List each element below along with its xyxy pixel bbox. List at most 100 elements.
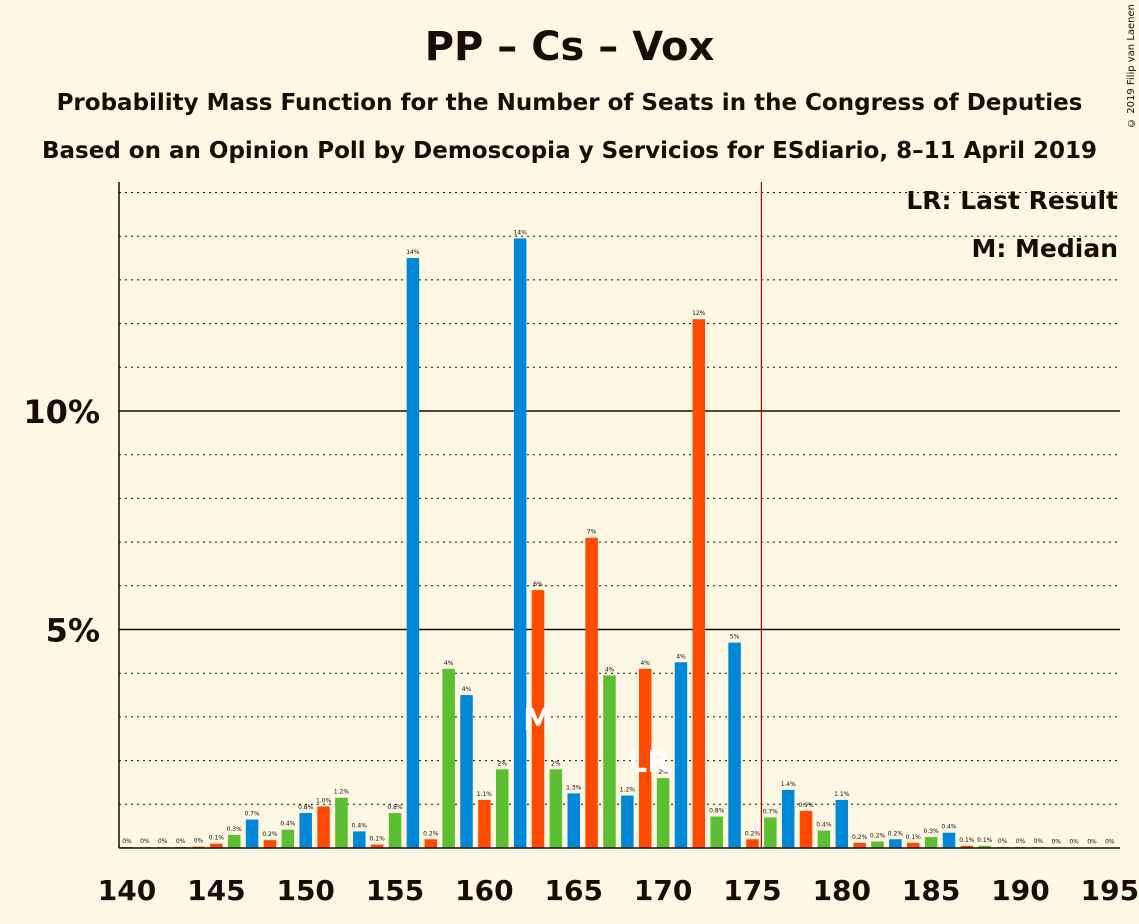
bar-label-160: 1.1% (477, 791, 493, 798)
bar-label-175: 0.2% (745, 830, 761, 837)
x-tick-label-145: 145 (187, 874, 245, 907)
bar-label-161: 2% (498, 760, 508, 767)
bar-label-159: 4% (462, 686, 472, 693)
bar-173 (710, 816, 723, 848)
bar-label-191: 0% (1034, 838, 1044, 845)
bar-label-190: 0% (1016, 838, 1026, 845)
bar-168 (621, 795, 634, 848)
bar-156 (406, 258, 420, 848)
bar-151 (317, 806, 330, 848)
bar-178 (799, 810, 813, 848)
bar-label-145: 0.1% (209, 835, 225, 842)
bar-label-154: 0.1% (370, 836, 386, 843)
bar-label-142: 0% (158, 838, 168, 845)
bar-label-194: 0% (1087, 839, 1097, 846)
bar-label-149: 0.4% (280, 821, 296, 828)
bar-label-140: 0% (122, 838, 132, 845)
bar-153 (353, 831, 366, 848)
bar-157 (424, 839, 438, 848)
bar-179 (817, 830, 831, 848)
bar-label-170: 2% (658, 769, 668, 776)
bar-186 (942, 832, 956, 848)
bar-167 (603, 675, 616, 848)
bar-label-173: 0.8% (709, 808, 725, 815)
bar-176 (764, 817, 777, 848)
bar-183 (889, 839, 902, 848)
axes-group: 140 145 150 155 160 165 170 175 180 185 190 195 5% 10… (23, 182, 1139, 907)
bar-label-153: 0.4% (352, 822, 368, 829)
bar-165 (567, 793, 580, 848)
bar-169 (638, 668, 652, 848)
bar-label-162: 14% (513, 229, 527, 236)
chart-title: PP – Cs – Vox (424, 24, 715, 70)
bar-187 (960, 845, 974, 848)
legend-median: M: Median (971, 234, 1118, 263)
y-tick-label-10: 10% (23, 393, 100, 431)
x-tick-label-180: 180 (813, 874, 871, 907)
bar-181 (853, 842, 866, 848)
bar-146 (227, 834, 241, 848)
bar-159 (460, 695, 473, 848)
bar-label-177: 1.4% (781, 781, 797, 788)
x-tick-label-170: 170 (634, 874, 692, 907)
bar-label-148: 0.2% (262, 831, 278, 838)
bar-175 (746, 839, 759, 848)
bar-164 (549, 769, 563, 848)
bar-label-179: 0.4% (816, 822, 832, 829)
chart-subtitle-1: Probability Mass Function for the Number… (56, 90, 1083, 116)
chart-subtitle-2: Based on an Opinion Poll by Demoscopia y… (42, 138, 1097, 164)
bar-171 (674, 662, 688, 848)
bar-label-180: 1.1% (834, 791, 850, 798)
bar-154 (370, 844, 384, 848)
legend: LR: Last Result M: Median (906, 186, 1118, 263)
bar-label-178: 0.9% (798, 802, 814, 809)
y-tick-label-5: 5% (46, 612, 100, 650)
bar-label-188: 0.1% (977, 837, 993, 844)
x-tick-label-155: 155 (366, 874, 424, 907)
bar-label-144: 0% (194, 838, 204, 845)
bar-label-164: 2% (551, 760, 561, 767)
bar-label-184: 0.1% (906, 834, 922, 841)
bar-160 (478, 799, 491, 848)
bar-label-167: 4% (605, 666, 615, 673)
bar-label-158: 4% (444, 660, 454, 667)
bar-label-192: 0% (1051, 839, 1061, 846)
bar-180 (835, 799, 849, 848)
bar-label-193: 0% (1069, 839, 1079, 846)
bar-label-166: 7% (587, 529, 597, 536)
bar-label-141: 0% (140, 838, 150, 845)
grid-lines (119, 192, 1120, 805)
bar-145 (210, 843, 223, 848)
bar-label-195: 0% (1105, 839, 1115, 846)
bar-155 (388, 813, 402, 848)
bar-label-143: 0% (176, 838, 186, 845)
bar-label-172: 12% (692, 310, 706, 317)
x-tick-label-195: 195 (1081, 874, 1139, 907)
bar-label-150: 0.8% (298, 804, 314, 811)
bar-label-185: 0.3% (924, 828, 940, 835)
x-tick-label-175: 175 (723, 874, 781, 907)
bar-labels-group: 0% 0% 0% 0% 0% 0.1%0.3%0.7%0.2%0.4%0.8%1.0%1.… (122, 229, 1115, 845)
bar-label-163: 6% (533, 581, 543, 588)
bar-label-181: 0.2% (852, 834, 868, 841)
bar-label-168: 1.2% (620, 787, 636, 794)
bar-label-151: 1.0% (316, 797, 332, 804)
x-tick-label-190: 190 (991, 874, 1049, 907)
bar-166 (585, 537, 598, 848)
bar-label-183: 0.2% (888, 830, 904, 837)
bar-label-182: 0.2% (870, 832, 886, 839)
x-tick-label-160: 160 (455, 874, 513, 907)
bar-162 (513, 238, 527, 848)
bar-148 (263, 840, 277, 848)
bar-174 (728, 642, 741, 848)
bar-label-174: 5% (730, 634, 740, 641)
bars-group (120, 238, 1117, 849)
bar-185 (924, 837, 938, 848)
bar-label-189: 0% (998, 838, 1008, 845)
bar-149 (281, 829, 295, 848)
legend-last-result: LR: Last Result (906, 186, 1118, 215)
bar-label-165: 1.3% (566, 784, 582, 791)
bar-147 (245, 819, 259, 848)
bar-label-187: 0.1% (959, 837, 975, 844)
